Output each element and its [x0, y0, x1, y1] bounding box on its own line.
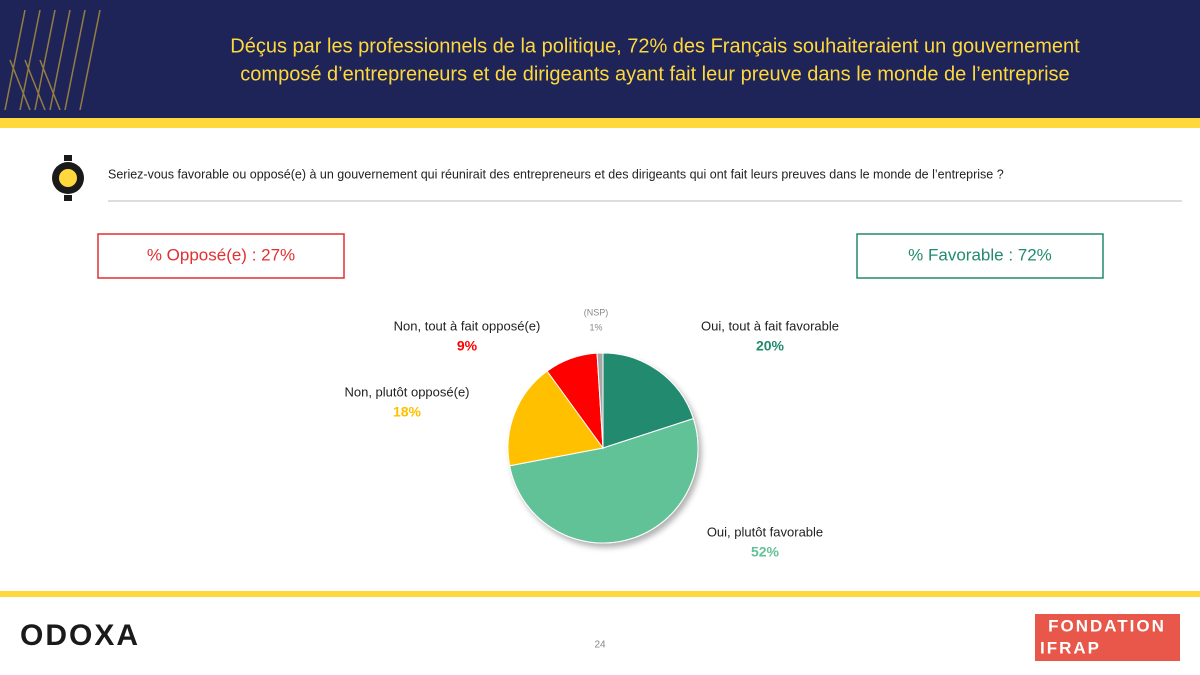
slice-value: 52%	[751, 544, 780, 560]
logo-ifrap: FONDATION	[1048, 616, 1166, 635]
pie-slice	[602, 352, 694, 449]
pie-slice	[509, 418, 699, 544]
pie	[507, 352, 699, 544]
slice-label: Non, plutôt opposé(e)	[344, 384, 469, 399]
question: Seriez-vous favorable ou opposé(e) à un …	[108, 167, 1004, 181]
slice-value: 9%	[457, 338, 478, 354]
pie-slice	[596, 352, 604, 449]
header-band	[0, 0, 1200, 118]
slice-label: Oui, plutôt favorable	[707, 524, 823, 539]
summary-favorable: % Favorable : 72%	[908, 245, 1052, 264]
slice-label: (NSP)	[584, 307, 609, 317]
logo-odoxa: ODOXA	[20, 619, 140, 652]
question-icon	[52, 155, 84, 201]
pie-slice	[507, 370, 604, 467]
page-number: 24	[594, 640, 606, 651]
logo-ifrap: IFRAP	[1040, 638, 1101, 657]
header-stripe	[0, 118, 1200, 128]
header-title: composé d’entrepreneurs et de dirigeants…	[240, 63, 1069, 85]
header-title: Déçus par les professionnels de la polit…	[230, 35, 1080, 57]
summary-opposed: % Opposé(e) : 27%	[147, 245, 295, 264]
footer-stripe	[0, 591, 1200, 597]
logo-ifrap-box	[1035, 614, 1180, 661]
slice-label: Oui, tout à fait favorable	[701, 318, 839, 333]
header-decoration	[4, 9, 101, 111]
slice-value: 1%	[589, 322, 602, 332]
slice-value: 18%	[393, 404, 422, 420]
summary-box	[97, 233, 345, 279]
summary-box	[856, 233, 1104, 279]
slice-value: 20%	[756, 338, 785, 354]
slice-label: Non, tout à fait opposé(e)	[394, 318, 541, 333]
